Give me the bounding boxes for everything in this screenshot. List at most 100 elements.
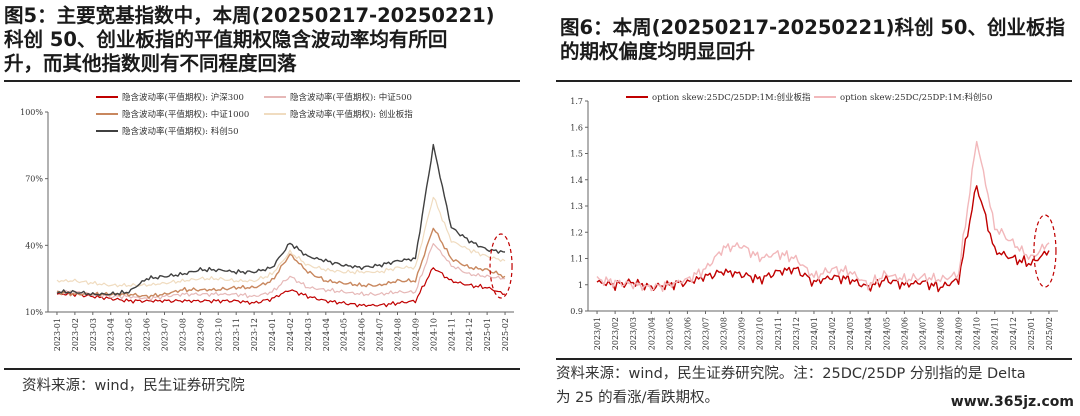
right-figure-title: 图6：本周(20250217-20250221)科创 50、创业板指 的期权偏度… xyxy=(560,16,1080,64)
x-tick-label: 2023-09 xyxy=(196,318,205,351)
x-tick-label: 2024-11 xyxy=(447,318,456,351)
series-line-5 xyxy=(56,143,506,296)
right-title-rule xyxy=(556,80,1072,82)
legend-label: 隐含波动率(平值期权): 中证500 xyxy=(290,92,412,103)
y-tick-label: 0.9 xyxy=(570,307,583,316)
y-tick-label: 1.1 xyxy=(570,255,583,264)
x-tick-label: 2023-02 xyxy=(71,318,80,351)
x-tick-label: 2023/03 xyxy=(629,317,638,350)
series-line-2 xyxy=(56,243,506,301)
right-source-rule xyxy=(556,358,1072,360)
y-tick-label: 1.4 xyxy=(570,176,583,185)
y-tick-label: 100% xyxy=(20,108,43,117)
left-title-line: 升，而其他指数则有不同程度回落 xyxy=(4,52,297,75)
series-line-2 xyxy=(596,140,1050,292)
y-tick-label: 1.3 xyxy=(570,202,583,211)
x-tick-label: 2024-02 xyxy=(286,318,295,351)
x-tick-label: 2024-04 xyxy=(322,318,331,351)
y-tick-label: 1.5 xyxy=(570,150,583,159)
x-tick-label: 2024/02 xyxy=(828,317,837,350)
x-tick-label: 2024-12 xyxy=(465,318,474,351)
watermark: www.365jz.com xyxy=(950,394,1074,410)
x-tick-label: 2025-02 xyxy=(501,318,510,351)
x-tick-label: 2024/10 xyxy=(973,317,982,350)
x-tick-label: 2024-01 xyxy=(268,318,277,351)
y-tick-label: 10% xyxy=(25,308,43,317)
legend-label: option skew:25DC/25DP:1M:科创50 xyxy=(840,92,992,103)
x-tick-label: 2023/01 xyxy=(593,317,602,350)
x-tick-label: 2023-10 xyxy=(214,318,223,351)
x-tick-label: 2024-05 xyxy=(340,318,349,351)
left-figure-title: 图5：主要宽基指数中，本周(20250217-20250221) 科创 50、创… xyxy=(4,4,524,76)
legend-label: 隐含波动率(平值期权): 中证1000 xyxy=(122,109,249,120)
x-tick-label: 2024/05 xyxy=(882,317,891,350)
y-tick-label: 1.6 xyxy=(570,123,583,132)
x-tick-label: 2023-01 xyxy=(53,318,62,351)
highlight-ellipse xyxy=(489,233,513,299)
x-tick-label: 2023/06 xyxy=(683,317,692,350)
y-tick-label: 70% xyxy=(25,175,43,184)
x-tick-label: 2024-09 xyxy=(411,318,420,351)
x-tick-label: 2025/02 xyxy=(1045,317,1054,350)
left-figure-panel: 图5：主要宽基指数中，本周(20250217-20250221) 科创 50、创… xyxy=(0,0,528,416)
left-title-line: 图5：主要宽基指数中，本周(20250217-20250221) xyxy=(4,4,495,27)
y-tick-label: 1.2 xyxy=(570,228,583,237)
x-tick-label: 2024-08 xyxy=(394,318,403,351)
x-tick-label: 2023/08 xyxy=(720,317,729,350)
x-tick-label: 2023-08 xyxy=(178,318,187,351)
x-tick-label: 2023/07 xyxy=(702,317,711,350)
left-title-line: 科创 50、创业板指的平值期权隐含波动率均有所回 xyxy=(4,28,448,51)
x-tick-label: 2023-07 xyxy=(161,318,170,351)
x-tick-label: 2023-05 xyxy=(125,318,134,351)
x-tick-label: 2024/08 xyxy=(937,317,946,350)
x-tick-label: 2023-03 xyxy=(89,318,98,351)
series-line-3 xyxy=(56,227,506,299)
y-tick-label: 1.7 xyxy=(570,97,583,106)
right-skew-chart: 0.9 1 1.1 1.2 1.3 1.4 1.5 1.6 1.7 2023/01 2023/02 2… xyxy=(570,92,1058,350)
series-line-4 xyxy=(56,196,506,288)
left-source-note: 资料来源：wind，民生证券研究院 xyxy=(22,378,245,394)
right-title-line: 图6：本周(20250217-20250221)科创 50、创业板指 xyxy=(560,16,1066,39)
right-source-note: 资料来源：wind，民生证券研究院。注：25DC/25DP 分别指的是 Delt… xyxy=(556,362,1026,410)
left-title-rule xyxy=(4,80,520,82)
x-tick-label: 2024-10 xyxy=(429,318,438,351)
x-tick-label: 2024/11 xyxy=(991,317,1000,350)
series-line-1 xyxy=(56,267,506,308)
x-tick-label: 2024/03 xyxy=(846,317,855,350)
x-tick-label: 2024/04 xyxy=(864,317,873,350)
x-tick-label: 2024-07 xyxy=(376,318,385,351)
x-tick-label: 2023-12 xyxy=(250,318,259,351)
x-tick-label: 2024-06 xyxy=(358,318,367,351)
left-source-rule xyxy=(4,368,520,370)
legend-label: option skew:25DC/25DP:1M:创业板指 xyxy=(652,92,811,103)
legend-label: 隐含波动率(平值期权): 沪深300 xyxy=(122,92,244,103)
x-tick-label: 2023/04 xyxy=(647,317,656,350)
right-figure-panel: 图6：本周(20250217-20250221)科创 50、创业板指 的期权偏度… xyxy=(552,0,1080,416)
x-tick-label: 2024-03 xyxy=(304,318,313,351)
x-tick-label: 2025/01 xyxy=(1027,317,1036,350)
x-tick-label: 2024/07 xyxy=(918,317,927,350)
right-source-line: 资料来源：wind，民生证券研究院。注：25DC/25DP 分别指的是 Delt… xyxy=(556,366,1026,382)
right-source-line: 为 25 的看涨/看跌期权。 xyxy=(556,390,720,406)
x-tick-label: 2023/11 xyxy=(774,317,783,350)
left-iv-chart: 10% 40% 70% 100% 2023-01 2023-02 2023-03 2023-0… xyxy=(20,92,514,351)
x-tick-label: 2024/09 xyxy=(955,317,964,350)
x-tick-label: 2023-11 xyxy=(232,318,241,351)
x-tick-label: 2023-06 xyxy=(143,318,152,351)
x-tick-label: 2023/10 xyxy=(756,317,765,350)
legend-label: 隐含波动率(平值期权): 科创50 xyxy=(122,126,239,137)
legend-label: 隐含波动率(平值期权): 创业板指 xyxy=(290,109,413,120)
x-tick-label: 2023/05 xyxy=(665,317,674,350)
x-tick-label: 2025-01 xyxy=(483,318,492,351)
series-line-1 xyxy=(596,185,1050,293)
x-tick-label: 2024/12 xyxy=(1009,317,1018,350)
x-tick-label: 2024/01 xyxy=(810,317,819,350)
right-title-line: 的期权偏度均明显回升 xyxy=(560,40,756,63)
x-tick-label: 2023/12 xyxy=(792,317,801,350)
x-tick-label: 2023-04 xyxy=(107,318,116,351)
y-tick-label: 1 xyxy=(578,281,583,290)
x-tick-label: 2023/09 xyxy=(738,317,747,350)
x-tick-label: 2024/06 xyxy=(900,317,909,350)
highlight-ellipse xyxy=(1033,214,1057,288)
y-tick-label: 40% xyxy=(25,241,43,250)
